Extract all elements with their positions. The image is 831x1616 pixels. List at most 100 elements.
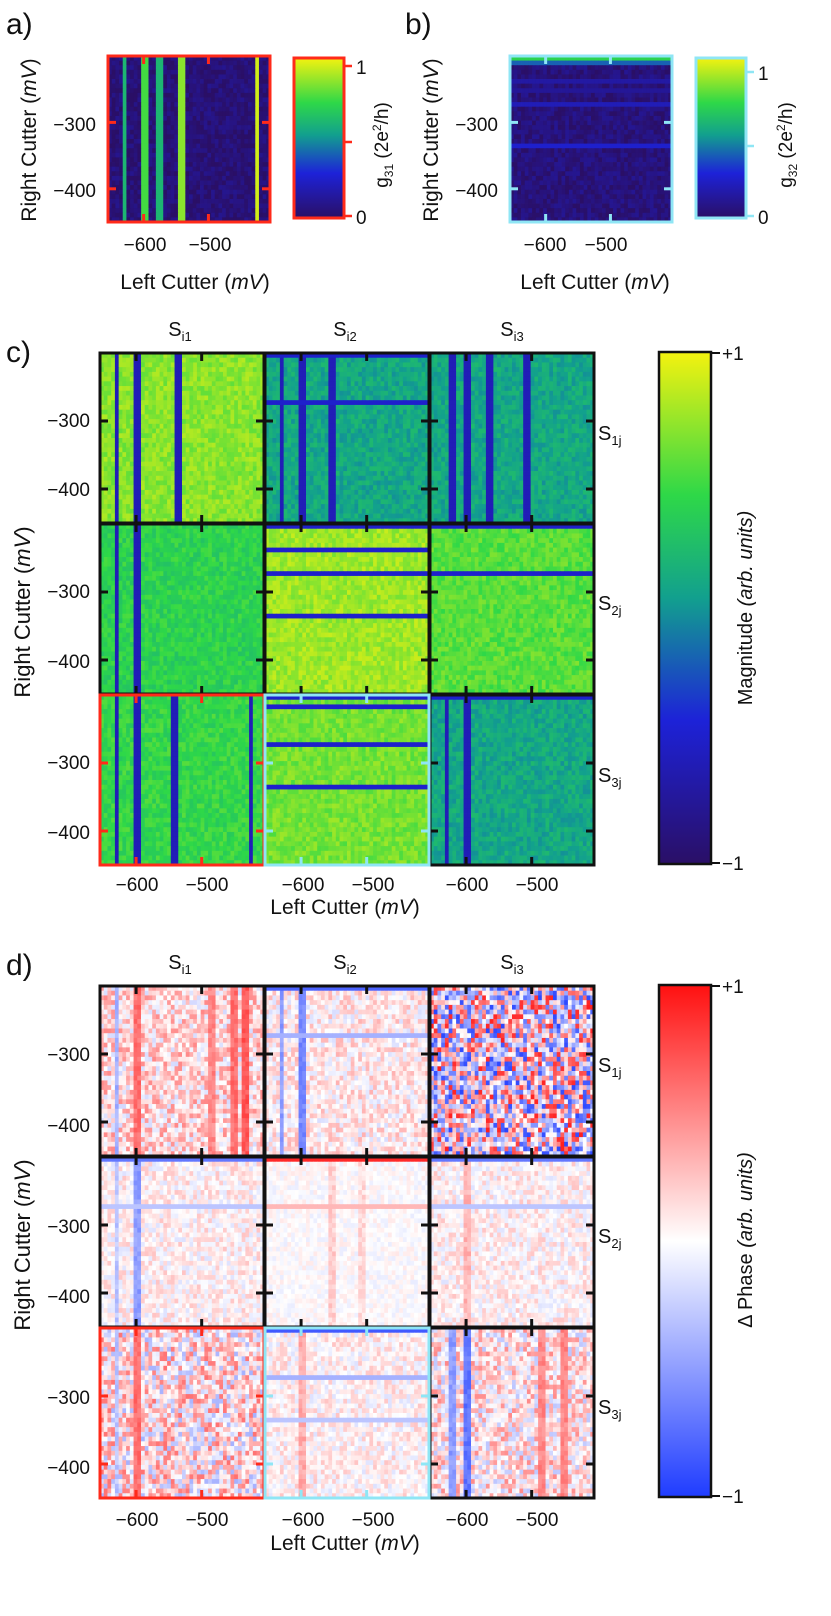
heatmap-pixel: [204, 125, 208, 130]
heatmap-pixel: [204, 84, 208, 89]
heatmap-pixel: [134, 70, 138, 75]
heatmap-pixel: [248, 107, 252, 112]
heatmap-pixel: [241, 102, 245, 107]
heatmap-pixel: [215, 98, 219, 103]
heatmap-pixel: [141, 65, 145, 70]
heatmap-pixel: [123, 98, 127, 103]
heatmap-pixel: [196, 84, 200, 89]
heatmap-pixel: [204, 121, 208, 126]
heatmap-pixel: [255, 107, 259, 112]
heatmap-pixel: [160, 84, 164, 89]
heatmap-pixel: [226, 74, 230, 79]
heatmap-pixel: [241, 70, 245, 75]
heatmap-pixel: [204, 102, 208, 107]
heatmap-pixel: [182, 93, 186, 98]
heatmap-pixel: [244, 84, 248, 89]
heatmap-pixel: [163, 79, 167, 84]
heatmap-pixel: [263, 88, 267, 93]
heatmap-pixel: [152, 84, 156, 89]
heatmap-pixel: [134, 121, 138, 126]
panel-a-heatmap: [108, 56, 270, 222]
heatmap-pixel: [119, 74, 123, 79]
heatmap-pixel: [178, 125, 182, 130]
heatmap-pixel: [123, 65, 127, 70]
heatmap-pixel: [241, 74, 245, 79]
heatmap-pixel: [141, 134, 145, 139]
heatmap-pixel: [163, 125, 167, 130]
heatmap-pixel: [149, 88, 153, 93]
heatmap-pixel: [252, 74, 256, 79]
heatmap-pixel: [241, 93, 245, 98]
heatmap-pixel: [185, 79, 189, 84]
heatmap-pixel: [149, 93, 153, 98]
heatmap-pixel: [226, 125, 230, 130]
heatmap-pixel: [167, 88, 171, 93]
heatmap-pixel: [193, 125, 197, 130]
heatmap-pixel: [182, 111, 186, 116]
heatmap-pixel: [134, 111, 138, 116]
heatmap-pixel: [196, 134, 200, 139]
heatmap-pixel: [248, 88, 252, 93]
heatmap-pixel: [182, 70, 186, 75]
heatmap-pixel: [263, 93, 267, 98]
heatmap-pixel: [141, 102, 145, 107]
heatmap-pixel: [248, 79, 252, 84]
heatmap-pixel: [193, 65, 197, 70]
heatmap-pixel: [163, 130, 167, 135]
heatmap-pixel: [178, 107, 182, 112]
heatmap-pixel: [189, 70, 193, 75]
heatmap-pixel: [167, 79, 171, 84]
heatmap-pixel: [200, 98, 204, 103]
heatmap-pixel: [230, 61, 234, 66]
heatmap-pixel: [156, 98, 160, 103]
heatmap-pixel: [167, 93, 171, 98]
heatmap-pixel: [196, 107, 200, 112]
heatmap-pixel: [185, 125, 189, 130]
heatmap-pixel: [226, 130, 230, 135]
heatmap-pixel: [163, 139, 167, 144]
heatmap-pixel: [248, 125, 252, 130]
heatmap-pixel: [196, 88, 200, 93]
heatmap-pixel: [130, 107, 134, 112]
heatmap-pixel: [137, 111, 141, 116]
heatmap-pixel: [189, 102, 193, 107]
heatmap-pixel: [241, 98, 245, 103]
heatmap-pixel: [145, 98, 149, 103]
heatmap-pixel: [263, 116, 267, 121]
heatmap-pixel: [215, 130, 219, 135]
heatmap-pixel: [204, 134, 208, 139]
heatmap-pixel: [211, 79, 215, 84]
heatmap-pixel: [200, 65, 204, 70]
heatmap-pixel: [252, 139, 256, 144]
heatmap-pixel: [193, 93, 197, 98]
heatmap-pixel: [145, 70, 149, 75]
heatmap-pixel: [152, 111, 156, 116]
heatmap-pixel: [215, 111, 219, 116]
heatmap-pixel: [204, 107, 208, 112]
heatmap-pixel: [126, 61, 130, 66]
heatmap-pixel: [218, 70, 222, 75]
heatmap-pixel: [230, 116, 234, 121]
heatmap-pixel: [204, 88, 208, 93]
heatmap-pixel: [145, 130, 149, 135]
heatmap-pixel: [171, 134, 175, 139]
heatmap-pixel: [237, 107, 241, 112]
heatmap-pixel: [145, 125, 149, 130]
heatmap-pixel: [156, 84, 160, 89]
heatmap-pixel: [126, 116, 130, 121]
heatmap-pixel: [233, 130, 237, 135]
heatmap-pixel: [222, 102, 226, 107]
heatmap-pixel: [200, 107, 204, 112]
heatmap-pixel: [115, 84, 119, 89]
heatmap-pixel: [189, 134, 193, 139]
heatmap-pixel: [196, 70, 200, 75]
heatmap-pixel: [156, 79, 160, 84]
heatmap-pixel: [182, 139, 186, 144]
heatmap-pixel: [200, 84, 204, 89]
heatmap-pixel: [237, 111, 241, 116]
figure: a) −300 −400 −600 −500 Left Cutter (mV) …: [0, 0, 831, 1616]
heatmap-pixel: [226, 79, 230, 84]
heatmap-pixel: [259, 116, 263, 121]
heatmap-pixel: [115, 93, 119, 98]
heatmap-pixel: [233, 125, 237, 130]
